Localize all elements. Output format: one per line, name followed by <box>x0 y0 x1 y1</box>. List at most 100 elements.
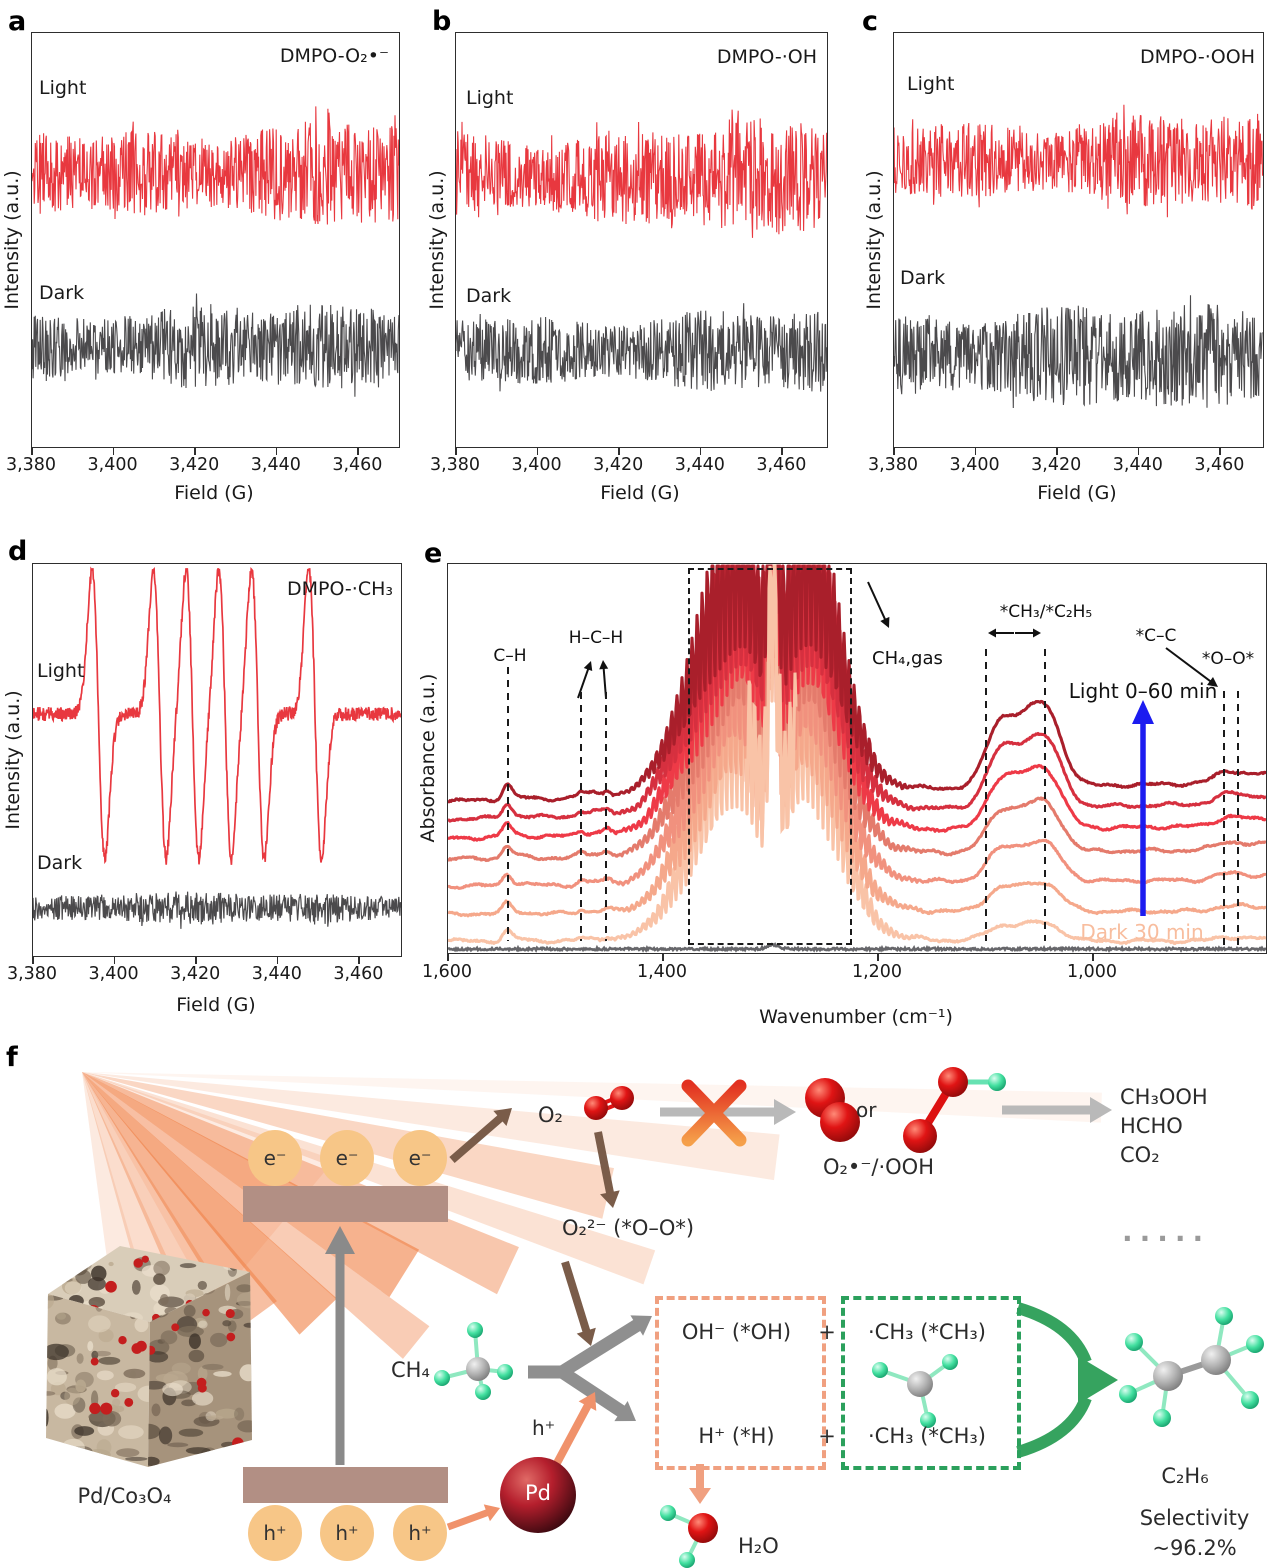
conduction-band-bar <box>243 1186 448 1222</box>
ch3-radical-label-top: ·CH₃ (*CH₃) <box>868 1320 986 1344</box>
h-plus-label: h⁺ <box>532 1416 556 1440</box>
catalyst-label: Pd/Co₃O₄ <box>77 1484 172 1508</box>
dashed-line-c-h <box>507 667 510 941</box>
x-axis-label-a: Field (G) <box>174 482 254 504</box>
hole-icon: h⁺ <box>248 1505 302 1561</box>
plus-sign-bottom: + <box>818 1424 836 1448</box>
h2o-label: H₂O <box>738 1534 779 1558</box>
panel-a-letter: a <box>8 6 27 37</box>
annotation-ch3-c2h5: *CH₃/*C₂H₅ <box>999 602 1093 622</box>
ellipsis-dots: ····· <box>1122 1222 1211 1255</box>
x-tick-label: 3,460 <box>756 455 807 475</box>
dashed-line-h-c-h-1 <box>580 692 583 941</box>
atom <box>938 1067 968 1097</box>
atom <box>1153 1361 1183 1391</box>
oh-intermediate-label: OH⁻ (*OH) <box>681 1320 792 1344</box>
atom <box>497 1364 513 1380</box>
ooh-molecule-icon <box>903 1119 937 1153</box>
x-axis-tick <box>662 953 664 961</box>
superoxide-label: O₂•⁻/·OOH <box>822 1155 935 1179</box>
drifts-plot-e: C–H H–C–H CH₄,gas *CH₃/*C₂H₅ *C–C *O–O* … <box>447 563 1267 954</box>
hole-icon: h⁺ <box>320 1505 374 1561</box>
x-tick-label: 3,400 <box>87 455 138 475</box>
annotation-c-h: C–H <box>493 646 527 666</box>
x-axis-tick <box>877 953 879 961</box>
oh-h-intermediate-box <box>655 1296 826 1470</box>
electron-icon: e⁻ <box>320 1130 374 1186</box>
x-axis-tick <box>974 447 977 455</box>
c2h6-molecule-icon <box>1246 1335 1264 1353</box>
atom <box>688 1513 718 1543</box>
atom <box>907 1371 933 1397</box>
x-tick-label: 3,440 <box>674 455 725 475</box>
x-tick-label: 3,460 <box>333 964 384 984</box>
atom <box>679 1552 695 1568</box>
x-tick-label: 3,380 <box>429 455 481 475</box>
atom <box>466 1357 490 1381</box>
x-axis-tick <box>357 447 359 455</box>
hole-icon: h⁺ <box>393 1505 447 1561</box>
annotation-c-c: *C–C <box>1135 626 1177 646</box>
x-axis-tick <box>194 447 196 455</box>
c2h6-molecule-icon <box>1215 1307 1233 1325</box>
x-axis-tick <box>1092 953 1094 961</box>
selectivity-label: Selectivity <box>1139 1506 1250 1530</box>
peroxide-label: O₂²⁻ (*O–O*) <box>562 1216 695 1240</box>
x-tick-label: 3,400 <box>88 964 139 984</box>
series-label-light-d: Light <box>37 660 85 682</box>
dashed-line-ch3-2 <box>1044 649 1047 941</box>
valence-band-bar <box>243 1467 448 1503</box>
atom <box>610 1086 634 1110</box>
y-axis-label-d: Intensity (a.u.) <box>2 690 24 830</box>
series-label-light-c: Light <box>907 73 955 95</box>
x-axis-label-b: Field (G) <box>600 482 680 504</box>
x-tick-label: 3,400 <box>949 455 1000 475</box>
series-label-dark-d: Dark <box>37 852 83 874</box>
atom <box>988 1073 1006 1091</box>
x-tick-label: 3,420 <box>1031 455 1082 475</box>
x-axis-tick <box>276 956 279 964</box>
o2-label: O₂ <box>538 1103 563 1127</box>
ch3-radical-label-bottom: ·CH₃ (*CH₃) <box>868 1424 986 1448</box>
product-co2: CO₂ <box>1120 1143 1160 1167</box>
atom <box>475 1384 491 1400</box>
x-axis-tick <box>893 447 895 455</box>
pd-nanoparticle-icon <box>500 1457 576 1533</box>
x-tick-label: 1,200 <box>851 962 903 982</box>
x-axis-tick <box>447 953 449 961</box>
pd-label: Pd <box>525 1481 551 1505</box>
x-axis-tick <box>1137 447 1140 455</box>
series-label-dark-c: Dark <box>900 267 946 289</box>
series-label-light-a: Light <box>39 77 87 99</box>
ch4-molecule-icon <box>467 1322 483 1338</box>
epr-plot-b: DMPO-·OH Light Dark <box>455 32 828 448</box>
x-axis-tick <box>31 447 33 455</box>
adduct-label-c: DMPO-·OOH <box>1139 46 1255 68</box>
x-axis-tick <box>1219 447 1221 455</box>
plus-sign-top: + <box>818 1320 836 1344</box>
c2h6-molecule-icon <box>1241 1391 1259 1409</box>
electron-icon: e⁻ <box>248 1130 302 1186</box>
electron-icon: e⁻ <box>393 1130 447 1186</box>
epr-plot-d: DMPO-·CH₃ Light Dark <box>32 563 402 957</box>
x-axis-tick <box>781 447 783 455</box>
x-axis-tick <box>358 956 360 964</box>
selectivity-value: ~96.2% <box>1152 1536 1237 1560</box>
adduct-label-a: DMPO-O₂•⁻ <box>279 45 389 67</box>
c2h6-label: C₂H₆ <box>1161 1464 1209 1488</box>
adduct-label-d: DMPO-·CH₃ <box>286 578 393 600</box>
panel-e-letter: e <box>424 538 443 569</box>
ch4-label: CH₄ <box>391 1358 430 1382</box>
x-tick-label: 3,380 <box>867 455 919 475</box>
pd-co3o4-cube-icon <box>46 1246 252 1467</box>
ch3-radical-box <box>841 1296 1021 1470</box>
x-tick-label: 3,440 <box>251 964 302 984</box>
x-axis-tick <box>195 956 197 964</box>
h2o-molecule-icon <box>660 1505 676 1521</box>
x-axis-tick <box>536 447 539 455</box>
x-tick-label: 3,460 <box>1194 455 1245 475</box>
x-tick-label: 3,440 <box>1112 455 1163 475</box>
dashed-line-o-o <box>1237 691 1240 947</box>
y-axis-label-e: Absorbance (a.u.) <box>417 673 439 843</box>
c2h6-molecule-icon <box>1153 1409 1171 1427</box>
